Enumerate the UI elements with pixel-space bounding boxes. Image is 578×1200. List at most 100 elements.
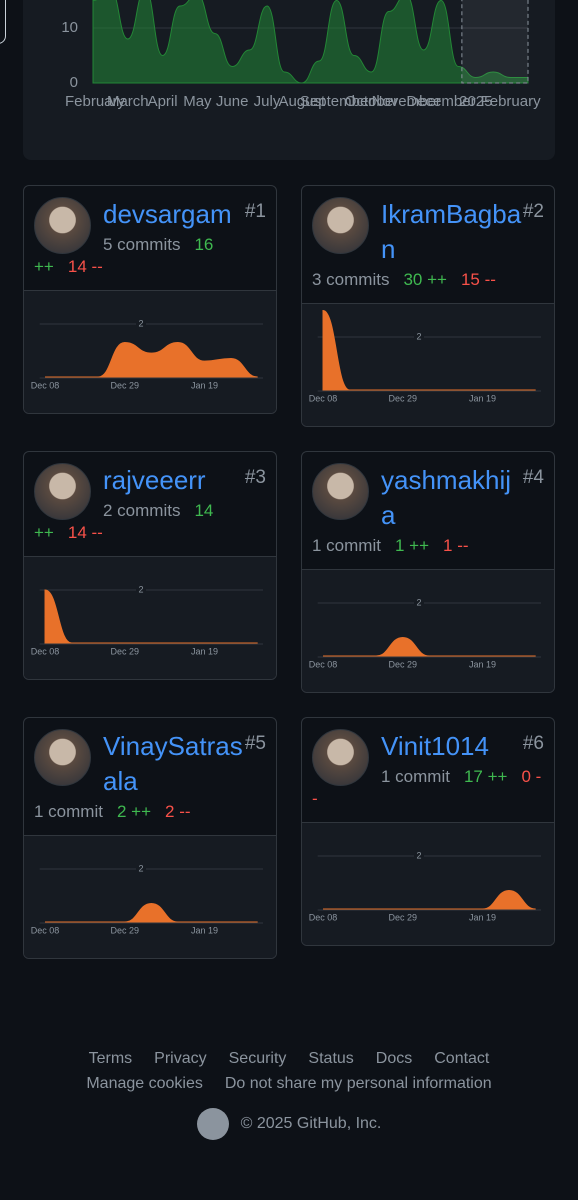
additions: 2 ++ bbox=[116, 802, 152, 821]
deletions: 2 -- bbox=[165, 802, 191, 821]
area bbox=[45, 902, 258, 923]
commit-count[interactable]: 5 commits bbox=[103, 235, 181, 254]
x-tick-label: July bbox=[254, 93, 281, 110]
avatar[interactable] bbox=[34, 729, 91, 786]
card-header: #6 Vinit1014 1 commit 17 ++ 0 -- bbox=[302, 718, 554, 822]
y-tick-label: 2 bbox=[138, 318, 143, 328]
activity-chart: 2 Dec 08 Dec 29 Jan 19 bbox=[24, 556, 276, 679]
area bbox=[92, 0, 529, 84]
deletions: 14 -- bbox=[67, 257, 103, 276]
contributor-name[interactable]: rajveeerr bbox=[103, 465, 206, 495]
x-tick-label: Dec 29 bbox=[389, 659, 418, 669]
commit-count[interactable]: 2 commits bbox=[103, 501, 181, 520]
x-tick-label: August bbox=[278, 93, 326, 110]
x-tick-label: Jan 19 bbox=[469, 393, 496, 403]
footer-link[interactable]: Terms bbox=[88, 1050, 133, 1067]
footer-links: Terms Privacy Security Status Docs Contact Man… bbox=[60, 1046, 518, 1096]
area bbox=[323, 889, 536, 910]
stats: 5 commits 16 ++ 14 -- bbox=[34, 234, 266, 278]
x-tick-label: November bbox=[372, 93, 441, 110]
footer-link[interactable]: Contact bbox=[434, 1050, 490, 1067]
commit-count[interactable]: 3 commits bbox=[312, 270, 390, 289]
label-bg bbox=[414, 597, 424, 609]
copyright: © 2025 GitHub, Inc. bbox=[240, 1115, 382, 1132]
x-tick-label: December bbox=[406, 93, 475, 110]
x-tick-label: Jan 19 bbox=[469, 659, 496, 669]
commit-count[interactable]: 1 commit bbox=[312, 536, 381, 555]
x-tick-label: April bbox=[148, 93, 178, 110]
avatar[interactable] bbox=[34, 197, 91, 254]
contributor-list: #1 devsargam 5 commits 16 ++ 14 -- 2 Dec 08 Dec… bbox=[23, 185, 555, 959]
x-tick-label: Dec 08 bbox=[31, 646, 60, 656]
y-tick-label: 0 bbox=[70, 74, 78, 91]
contributor-card: #6 Vinit1014 1 commit 17 ++ 0 -- 2 Dec 08 Dec 2… bbox=[301, 717, 555, 946]
additions: 16 ++ bbox=[34, 235, 214, 276]
selection-range bbox=[461, 0, 529, 84]
x-tick-label: October bbox=[345, 93, 398, 110]
github-logo[interactable] bbox=[196, 1108, 229, 1140]
deletions: 14 -- bbox=[67, 523, 103, 542]
contributor-name[interactable]: yashmakhija bbox=[381, 465, 512, 530]
stats: 1 commit 1 ++ 1 -- bbox=[312, 535, 544, 557]
activity-chart: 2 Dec 08 Dec 29 Jan 19 bbox=[302, 569, 554, 692]
x-tick-label: Dec 08 bbox=[309, 659, 338, 669]
deletions: 0 -- bbox=[312, 767, 542, 808]
avatar[interactable] bbox=[312, 197, 369, 254]
commit-count[interactable]: 1 commit bbox=[34, 802, 103, 821]
x-tick-label: Dec 29 bbox=[111, 925, 140, 935]
contributor-name[interactable]: IkramBagban bbox=[381, 199, 522, 264]
x-tick-label: Dec 29 bbox=[111, 646, 140, 656]
area bbox=[44, 589, 258, 644]
contributor-name[interactable]: Vinit1014 bbox=[381, 731, 489, 761]
y-tick-label: 10 bbox=[61, 19, 78, 36]
avatar[interactable] bbox=[312, 729, 369, 786]
contributor-card: #1 devsargam 5 commits 16 ++ 14 -- 2 Dec 08 Dec… bbox=[23, 185, 277, 414]
label-bg bbox=[136, 584, 146, 596]
rank: #6 bbox=[522, 733, 544, 754]
additions: 30 ++ bbox=[403, 270, 447, 289]
footer-link[interactable]: Docs bbox=[375, 1050, 413, 1067]
card-header: #1 devsargam 5 commits 16 ++ 14 -- bbox=[24, 186, 276, 290]
additions: 17 ++ bbox=[463, 767, 508, 786]
contributor-name[interactable]: devsargam bbox=[103, 199, 232, 229]
footer-link[interactable]: Privacy bbox=[154, 1050, 207, 1067]
x-tick-label: February bbox=[65, 93, 126, 110]
x-tick-label: Dec 29 bbox=[111, 380, 140, 390]
activity-chart: 2 Dec 08 Dec 29 Jan 19 bbox=[24, 835, 276, 958]
footer-link[interactable]: Do not share my personal information bbox=[224, 1075, 492, 1092]
stats: 1 commit 17 ++ 0 -- bbox=[312, 766, 544, 810]
stats: 2 commits 14 ++ 14 -- bbox=[34, 500, 266, 544]
footer-link[interactable]: Manage cookies bbox=[86, 1075, 203, 1092]
x-tick-label: Dec 08 bbox=[309, 912, 338, 922]
label-bg bbox=[136, 863, 146, 875]
x-tick-label: March bbox=[107, 93, 149, 110]
avatar[interactable] bbox=[34, 463, 91, 520]
x-tick-label: June bbox=[216, 93, 249, 110]
stats: 3 commits 30 ++ 15 -- bbox=[312, 269, 544, 291]
x-tick-label: Dec 08 bbox=[31, 380, 60, 390]
y-tick-label: 2 bbox=[138, 584, 143, 594]
additions: 1 ++ bbox=[394, 536, 430, 555]
avatar[interactable] bbox=[312, 463, 369, 520]
footer-link[interactable]: Security bbox=[228, 1050, 287, 1067]
area bbox=[45, 342, 258, 378]
contributor-name[interactable]: VinaySatrasala bbox=[103, 731, 243, 796]
rank: #5 bbox=[244, 733, 266, 754]
label-bg bbox=[414, 850, 424, 862]
y-tick-label: 2 bbox=[416, 850, 421, 860]
footer-link[interactable]: Status bbox=[308, 1050, 354, 1067]
x-tick-label: Dec 08 bbox=[31, 925, 60, 935]
x-tick-label: Dec 08 bbox=[309, 393, 338, 403]
x-tick-label: Jan 19 bbox=[191, 925, 218, 935]
y-tick-label: 2 bbox=[138, 863, 143, 873]
contributor-card: #5 VinaySatrasala 1 commit 2 ++ 2 -- 2 Dec 08 D… bbox=[23, 717, 277, 959]
x-tick-label: May bbox=[183, 93, 212, 110]
x-tick-label: Jan 19 bbox=[191, 380, 218, 390]
deletions: 1 -- bbox=[443, 536, 469, 555]
x-tick-label: 2025 bbox=[459, 93, 492, 110]
stats: 1 commit 2 ++ 2 -- bbox=[34, 801, 266, 823]
commit-count[interactable]: 1 commit bbox=[381, 767, 450, 786]
card-header: #5 VinaySatrasala 1 commit 2 ++ 2 -- bbox=[24, 718, 276, 835]
x-tick-label: Dec 29 bbox=[389, 393, 418, 403]
card-header: #3 rajveeerr 2 commits 14 ++ 14 -- bbox=[24, 452, 276, 556]
